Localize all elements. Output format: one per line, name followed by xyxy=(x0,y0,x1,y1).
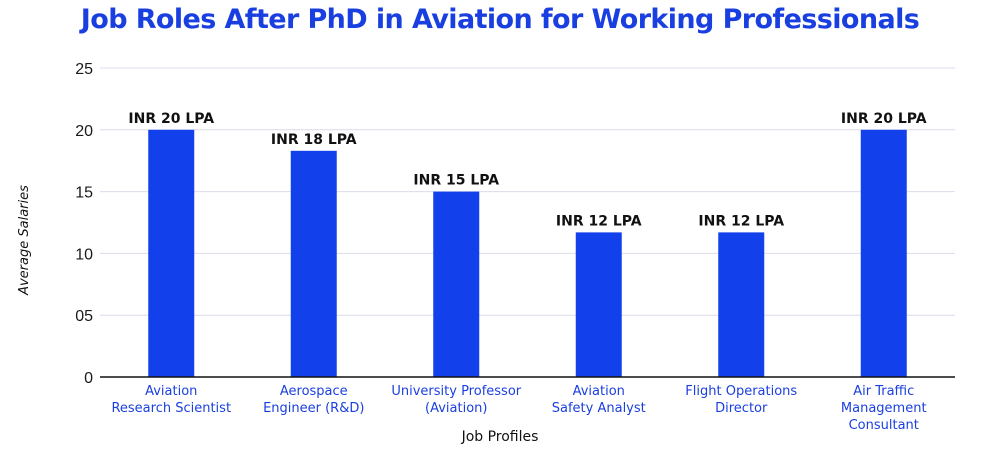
y-axis-title: Average Salaries xyxy=(17,185,32,296)
data-label: INR 15 LPA xyxy=(413,173,499,189)
bar xyxy=(290,150,337,377)
chart-title: Job Roles After PhD in Aviation for Work… xyxy=(80,4,920,35)
y-tick-label: 10 xyxy=(75,246,93,263)
x-category-label: Aviation xyxy=(145,384,197,399)
bar xyxy=(433,191,480,377)
x-category-label: Research Scientist xyxy=(111,401,231,416)
y-tick-label: 15 xyxy=(75,185,93,202)
y-tick-label: 0 xyxy=(84,370,93,387)
bar xyxy=(860,129,907,377)
x-category-label: University Professor xyxy=(391,384,521,399)
y-tick-label: 05 xyxy=(75,308,93,325)
data-label: INR 18 LPA xyxy=(271,132,357,148)
x-category-label: Flight Operations xyxy=(685,384,797,399)
y-tick-label: 25 xyxy=(75,61,93,78)
x-category-label: Engineer (R&D) xyxy=(263,401,364,416)
x-category-label: Consultant xyxy=(849,418,919,433)
data-label: INR 20 LPA xyxy=(128,111,214,127)
data-label: INR 12 LPA xyxy=(556,213,642,229)
x-category-label: (Aviation) xyxy=(425,401,487,416)
x-category-label: Director xyxy=(715,401,768,416)
y-tick-label: 20 xyxy=(75,123,93,140)
x-category-label: Aviation xyxy=(573,384,625,399)
x-category-label: Safety Analyst xyxy=(552,401,646,416)
bar xyxy=(718,232,765,377)
x-category-label: Air Traffic xyxy=(853,384,914,399)
data-label: INR 12 LPA xyxy=(698,213,784,229)
x-axis-title: Job Profiles xyxy=(461,429,539,445)
x-category-label: Management xyxy=(841,401,927,416)
bar xyxy=(148,129,195,377)
data-label: INR 20 LPA xyxy=(841,111,927,127)
bar xyxy=(575,232,622,377)
x-category-label: Aerospace xyxy=(280,384,348,399)
